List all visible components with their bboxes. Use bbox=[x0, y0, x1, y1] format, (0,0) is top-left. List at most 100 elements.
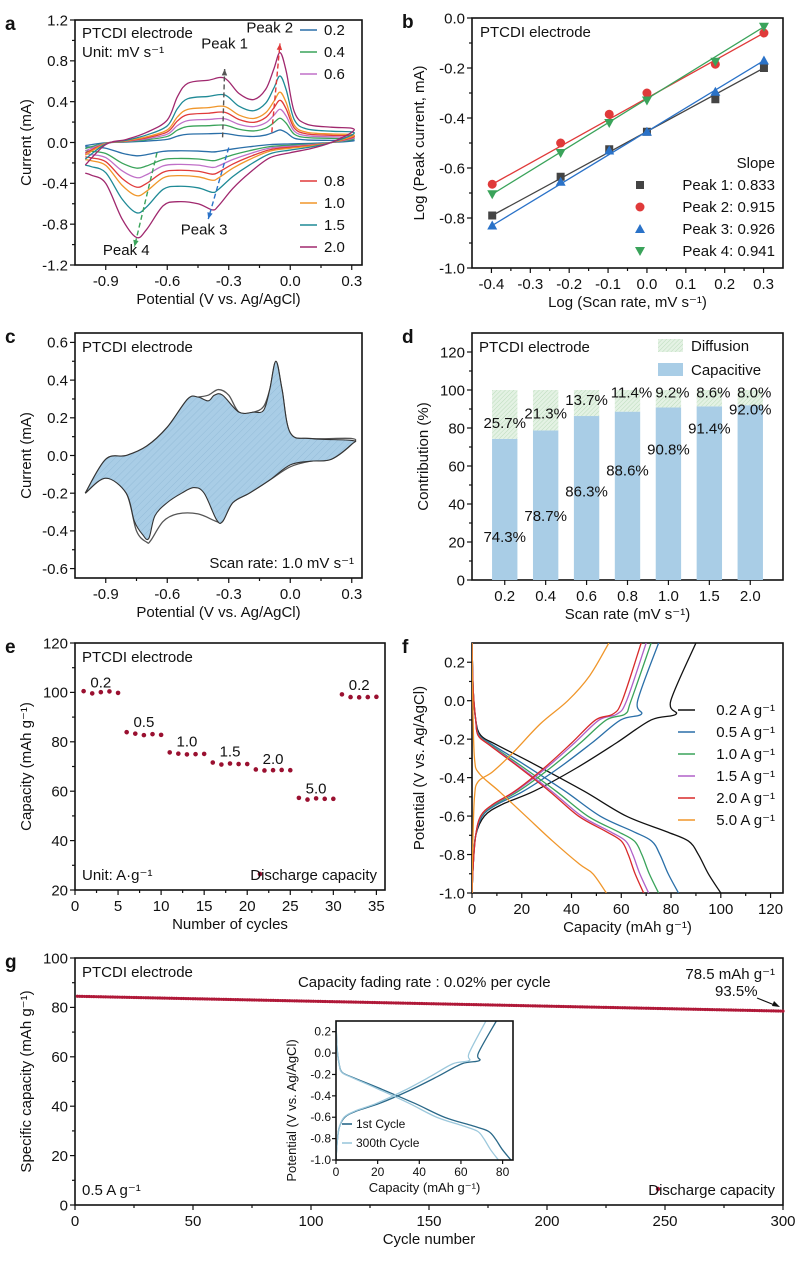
data-point bbox=[354, 1000, 358, 1004]
x-tick-label: -0.6 bbox=[154, 273, 180, 290]
marker-triangle-down bbox=[635, 247, 645, 256]
data-point bbox=[389, 1001, 393, 1005]
marker-circle bbox=[759, 28, 769, 38]
legend-label: 2.0 bbox=[324, 239, 345, 256]
data-point bbox=[476, 1003, 481, 1007]
data-point bbox=[760, 1009, 764, 1013]
data-point bbox=[531, 1004, 535, 1008]
inset-x-tick-label: 20 bbox=[371, 1165, 385, 1179]
data-point bbox=[769, 1009, 773, 1013]
data-point bbox=[158, 732, 164, 738]
legend-label: 0.6 bbox=[324, 66, 345, 83]
data-label-capacitive: 91.4% bbox=[688, 421, 731, 438]
data-point bbox=[720, 1008, 724, 1012]
data-point bbox=[750, 1008, 754, 1013]
bar-capacitive bbox=[655, 407, 682, 580]
inset-x-tick-label: 0 bbox=[333, 1165, 340, 1179]
data-point bbox=[236, 998, 240, 1002]
x-tick-label: 0.3 bbox=[753, 276, 774, 293]
annotation-final-capacity: 78.5 mAh g⁻¹ bbox=[685, 966, 775, 983]
x-tick-label: -0.9 bbox=[93, 586, 119, 603]
marker-triangle-up bbox=[635, 224, 645, 233]
y-tick-label: 0.4 bbox=[47, 94, 68, 111]
data-point bbox=[283, 999, 287, 1003]
data-point bbox=[479, 1003, 483, 1007]
data-point bbox=[559, 1004, 563, 1009]
data-point bbox=[167, 996, 171, 1000]
data-point bbox=[158, 996, 162, 1000]
panel-a: -1.2 -0.8 -0.4 0.0 0.4 0.8 1.2 -0.9 -0.6 -0.3 0.0 0… bbox=[5, 12, 363, 308]
data-label-diffusion: 25.7% bbox=[483, 415, 526, 432]
data-point bbox=[181, 996, 186, 1001]
data-point bbox=[422, 1001, 426, 1006]
y-axis-label: Capacity (mAh g⁻¹) bbox=[18, 702, 35, 831]
data-point bbox=[373, 1000, 377, 1005]
data-point bbox=[753, 1008, 757, 1013]
data-point bbox=[781, 1009, 785, 1013]
data-point bbox=[130, 995, 134, 1000]
panel-letter: b bbox=[402, 12, 414, 33]
x-axis-label: Cycle number bbox=[383, 1231, 476, 1248]
label-peak-3: Peak 3 bbox=[181, 221, 228, 238]
data-point bbox=[89, 691, 95, 696]
data-point bbox=[222, 997, 226, 1001]
data-point bbox=[670, 1007, 674, 1011]
annotation-electrode: PTCDI electrode bbox=[479, 339, 590, 356]
inset-legend-label: 1st Cycle bbox=[356, 1117, 406, 1131]
data-point bbox=[465, 1002, 469, 1007]
y-tick-label: 0.0 bbox=[47, 448, 68, 465]
data-point bbox=[198, 997, 202, 1001]
data-point bbox=[382, 1001, 386, 1005]
data-point bbox=[580, 1005, 585, 1009]
data-point bbox=[270, 767, 276, 773]
data-point bbox=[252, 998, 256, 1002]
annotation-electrode: PTCDI electrode bbox=[82, 25, 193, 42]
y-tick-label: 20 bbox=[51, 882, 68, 899]
data-point bbox=[488, 1003, 492, 1007]
y-axis-label: Log (Peak current, mA) bbox=[411, 65, 428, 220]
marker-triangle-up bbox=[758, 55, 769, 65]
data-point bbox=[526, 1004, 530, 1008]
data-point bbox=[296, 795, 302, 801]
data-point bbox=[193, 997, 197, 1001]
marker-triangle-down bbox=[555, 149, 566, 158]
data-point bbox=[731, 1008, 736, 1012]
label-peak-4: Peak 4 bbox=[103, 242, 150, 259]
x-axis-label: Potential (V vs. Ag/AgCl) bbox=[136, 604, 300, 621]
fit-line bbox=[491, 67, 765, 217]
x-tick-label: 0.3 bbox=[341, 586, 362, 603]
data-point bbox=[207, 997, 212, 1001]
legend-label: Discharge capacity bbox=[648, 1182, 775, 1199]
data-point bbox=[219, 762, 224, 767]
data-label-capacitive: 92.0% bbox=[729, 402, 772, 419]
peak-arrow-head bbox=[133, 239, 139, 247]
x-tick-label: 300 bbox=[770, 1213, 795, 1230]
data-point bbox=[137, 995, 141, 1000]
data-point bbox=[141, 732, 147, 738]
annotation-current-density: 0.5 A g⁻¹ bbox=[82, 1182, 141, 1199]
data-point bbox=[460, 1002, 464, 1006]
inset-x-tick-label: 80 bbox=[496, 1165, 510, 1179]
data-label-capacitive: 74.3% bbox=[483, 529, 526, 546]
data-point bbox=[427, 1002, 431, 1006]
y-tick-label: 20 bbox=[51, 1148, 68, 1165]
x-tick-label: 0.8 bbox=[617, 588, 638, 605]
data-point bbox=[696, 1007, 700, 1011]
data-point bbox=[401, 1001, 405, 1005]
data-point bbox=[80, 994, 84, 998]
data-point bbox=[215, 997, 219, 1001]
legend-label: 0.5 A g⁻¹ bbox=[716, 724, 775, 741]
marker-triangle-up bbox=[555, 176, 566, 186]
data-point bbox=[705, 1007, 710, 1012]
data-point bbox=[392, 1001, 396, 1005]
data-point bbox=[167, 750, 173, 755]
bar-diffusion bbox=[614, 390, 641, 412]
data-point bbox=[491, 1003, 495, 1007]
data-point bbox=[321, 999, 325, 1004]
data-label-capacitive: 88.6% bbox=[606, 463, 649, 480]
data-point bbox=[543, 1004, 547, 1008]
data-point bbox=[538, 1004, 542, 1008]
y-tick-label: 120 bbox=[43, 635, 68, 652]
y-tick-label: 100 bbox=[43, 685, 68, 702]
data-point bbox=[455, 1002, 459, 1006]
